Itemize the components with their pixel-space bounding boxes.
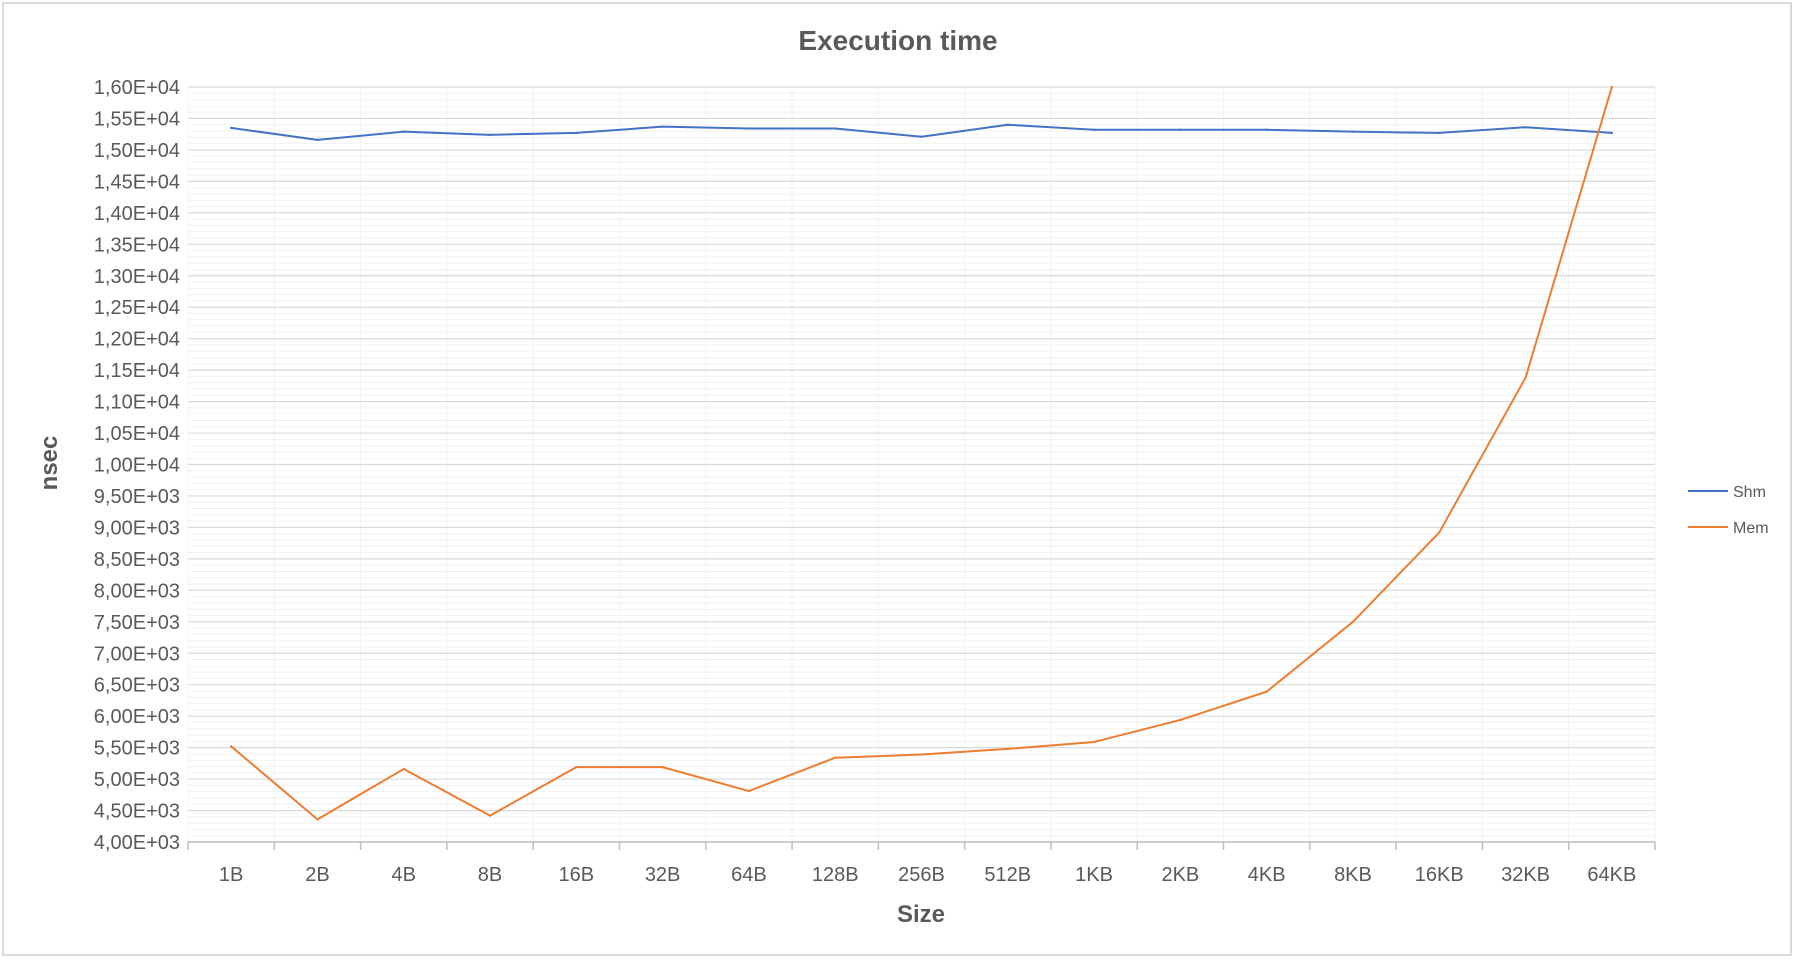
x-tick-label: 4B xyxy=(392,864,416,886)
x-tick-label: 2B xyxy=(305,864,329,886)
y-tick-label: 1,45E+04 xyxy=(94,171,180,193)
y-tick-label: 1,15E+04 xyxy=(94,360,180,382)
data-point-mem xyxy=(1006,747,1009,751)
legend: Shm Mem xyxy=(1688,484,1769,537)
x-tick-label: 128B xyxy=(812,864,859,886)
data-point-mem xyxy=(1351,620,1355,623)
data-point-mem xyxy=(661,765,664,769)
x-tick-label: 1KB xyxy=(1075,864,1113,886)
data-point-mem xyxy=(229,745,233,748)
data-point-mem xyxy=(1610,85,1614,89)
y-tick-label: 8,50E+03 xyxy=(94,549,180,571)
data-point-shm xyxy=(1610,131,1614,135)
y-tick-label: 5,00E+03 xyxy=(94,769,180,791)
x-tick-label: 1B xyxy=(219,864,243,886)
data-point-shm xyxy=(920,135,923,138)
y-tick-label: 7,00E+03 xyxy=(94,643,180,665)
x-tick-label: 64KB xyxy=(1587,864,1636,886)
y-tick-label: 7,50E+03 xyxy=(94,612,180,634)
data-point-mem xyxy=(575,765,578,769)
data-point-shm xyxy=(1351,130,1355,133)
chart-title: Execution time xyxy=(798,25,997,56)
data-point-shm xyxy=(1092,128,1096,131)
x-axis-title: Size xyxy=(897,901,945,928)
x-tick-label: 16KB xyxy=(1415,864,1464,886)
data-point-mem xyxy=(1438,531,1441,534)
data-point-shm xyxy=(661,125,664,128)
data-point-mem xyxy=(316,818,319,821)
x-tick-label: 256B xyxy=(898,864,945,886)
x-tick-label: 8KB xyxy=(1334,864,1372,886)
x-tick-label: 16B xyxy=(559,864,595,886)
series-lines xyxy=(229,85,1614,821)
y-tick-label: 9,50E+03 xyxy=(94,486,180,508)
data-point-shm xyxy=(488,133,492,137)
y-tick-label: 1,25E+04 xyxy=(94,297,180,319)
legend-label-shm: Shm xyxy=(1733,484,1766,501)
y-tick-label: 6,00E+03 xyxy=(94,706,180,728)
y-tick-label: 6,50E+03 xyxy=(94,675,180,697)
data-point-mem xyxy=(1265,690,1268,693)
x-tick-label: 2KB xyxy=(1161,864,1199,886)
y-tick-label: 1,30E+04 xyxy=(94,266,180,288)
data-point-mem xyxy=(1092,740,1096,744)
y-tick-label: 4,00E+03 xyxy=(94,832,180,854)
x-tick-label: 512B xyxy=(984,864,1031,886)
y-tick-label: 5,50E+03 xyxy=(94,738,180,760)
y-tick-labels: 4,00E+03 4,50E+03 5,00E+03 5,50E+03 6,00E+03… xyxy=(94,77,180,854)
y-tick-label: 1,20E+04 xyxy=(94,329,180,351)
y-axis-title: nsec xyxy=(36,436,63,491)
data-point-shm xyxy=(1179,128,1182,131)
y-tick-label: 9,00E+03 xyxy=(94,517,180,539)
data-point-shm xyxy=(1524,126,1527,129)
x-tick-label: 8B xyxy=(478,864,502,886)
y-tick-label: 1,00E+04 xyxy=(94,455,180,477)
legend-label-mem: Mem xyxy=(1733,520,1769,537)
data-point-shm xyxy=(834,127,837,130)
x-tick-labels: 1B 2B 4B 8B 16B 32B 64B 128B 256B 512B 1KB 2KB 4KB 8K… xyxy=(219,864,1636,886)
x-tick-label: 32B xyxy=(645,864,681,886)
data-point-mem xyxy=(1179,718,1182,722)
axes xyxy=(187,841,1656,850)
data-point-mem xyxy=(920,753,923,756)
data-point-mem xyxy=(747,789,751,793)
data-point-mem xyxy=(402,767,405,771)
y-tick-label: 4,50E+03 xyxy=(94,801,180,823)
data-point-shm xyxy=(747,127,751,130)
x-tick-label: 32KB xyxy=(1501,864,1550,886)
data-point-shm xyxy=(229,126,233,130)
data-point-mem xyxy=(1524,376,1527,379)
x-tick-label: 64B xyxy=(731,864,767,886)
data-point-shm xyxy=(1006,123,1009,126)
y-tick-label: 1,40E+04 xyxy=(94,203,180,225)
y-tick-label: 8,00E+03 xyxy=(94,580,180,602)
y-tick-label: 1,35E+04 xyxy=(94,234,180,256)
data-point-shm xyxy=(402,130,405,133)
y-tick-label: 1,55E+04 xyxy=(94,108,180,130)
data-point-mem xyxy=(834,756,837,759)
x-tick-label: 4KB xyxy=(1248,864,1286,886)
y-tick-label: 1,60E+04 xyxy=(94,77,180,99)
data-point-shm xyxy=(1438,131,1441,135)
data-point-shm xyxy=(575,131,578,135)
grid-lines xyxy=(187,86,1656,843)
y-tick-label: 1,05E+04 xyxy=(94,423,180,445)
data-point-shm xyxy=(1265,128,1268,131)
y-tick-label: 1,10E+04 xyxy=(94,392,180,414)
data-point-mem xyxy=(488,814,492,817)
y-tick-label: 1,50E+04 xyxy=(94,140,180,162)
data-point-shm xyxy=(316,138,319,142)
